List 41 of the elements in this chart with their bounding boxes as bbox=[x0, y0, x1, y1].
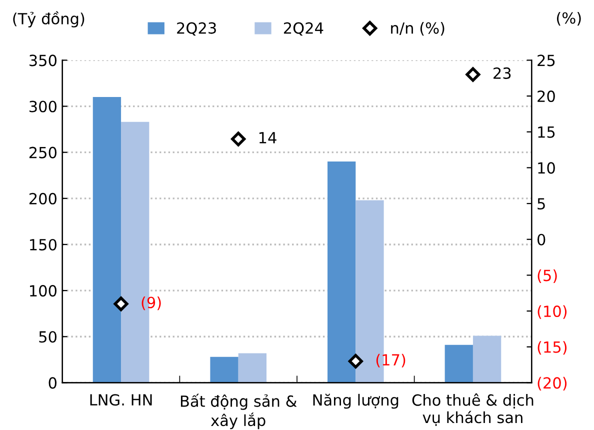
bar bbox=[444, 344, 473, 383]
y-tick-label: 100 bbox=[30, 285, 56, 297]
y-tick-label: 0 bbox=[48, 377, 56, 389]
y2-tick-label: 5 bbox=[538, 198, 545, 210]
x-tick-label: Cho thuê & dịch vụ khách san bbox=[412, 393, 534, 426]
y-tick-label: 250 bbox=[29, 146, 56, 158]
point bbox=[114, 296, 128, 312]
y2-tick-label: (15) bbox=[538, 341, 567, 355]
legend-label: n/n (%) bbox=[391, 22, 444, 36]
y2-tick-label: (20) bbox=[538, 376, 567, 391]
point bbox=[231, 132, 246, 146]
data-label: (9) bbox=[142, 296, 161, 310]
x-tick-label: LNG. HN bbox=[90, 394, 152, 406]
bar bbox=[328, 162, 356, 383]
bar bbox=[472, 336, 502, 383]
y-tick-label: 150 bbox=[30, 238, 56, 251]
y2-axis-title: (%) bbox=[556, 12, 581, 26]
y2-tick-label: 25 bbox=[538, 54, 555, 66]
data-label: (17) bbox=[376, 354, 406, 368]
point bbox=[466, 67, 480, 82]
y2-tick-label: 10 bbox=[538, 162, 555, 174]
x-tick-label: Năng lượng bbox=[313, 394, 398, 409]
y2-tick-label: 15 bbox=[538, 126, 555, 138]
bar bbox=[92, 97, 122, 383]
y2-tick-label: 20 bbox=[538, 90, 555, 102]
data-label: 14 bbox=[259, 132, 276, 144]
bar bbox=[238, 353, 266, 383]
legend-label: 2Q24 bbox=[284, 22, 324, 36]
y2-tick-label: 0 bbox=[538, 234, 546, 246]
y-tick-label: 350 bbox=[30, 54, 56, 66]
data-label: 23 bbox=[494, 67, 511, 79]
x-tick-label: Bất động sản & xây lắp bbox=[180, 394, 297, 430]
legend-label: 2Q23 bbox=[177, 22, 216, 36]
y2-tick-label: (5) bbox=[538, 269, 557, 284]
y-tick-label: 200 bbox=[29, 192, 56, 204]
y-tick-label: 300 bbox=[30, 100, 56, 112]
y-tick-label: 50 bbox=[39, 331, 56, 343]
bar bbox=[210, 356, 238, 383]
y-axis-title: (Tỷ đồng) bbox=[13, 11, 84, 28]
y2-tick-label: (10) bbox=[538, 305, 567, 319]
point bbox=[348, 354, 363, 368]
